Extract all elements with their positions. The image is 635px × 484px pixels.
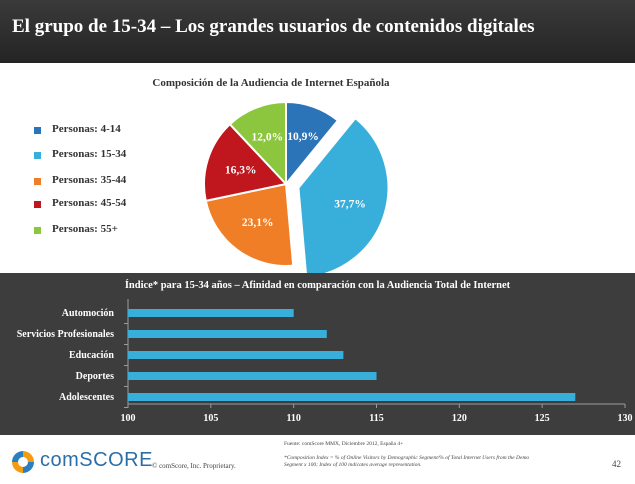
bar bbox=[128, 393, 576, 401]
page-title: El grupo de 15-34 – Los grandes usuarios… bbox=[12, 16, 535, 37]
copyright: © comScore, Inc. Proprietary. bbox=[152, 462, 236, 470]
bar bbox=[128, 372, 377, 380]
category-label: Deportes bbox=[76, 371, 114, 382]
category-label: Adolescentes bbox=[59, 392, 114, 403]
x-tick-label: 115 bbox=[369, 413, 383, 424]
pie-slice bbox=[228, 100, 287, 187]
pie-data-label: 12,0% bbox=[251, 132, 283, 144]
footer: comSCORE © comScore, Inc. Proprietary. F… bbox=[0, 435, 635, 484]
legend-label: Personas: 55+ bbox=[52, 223, 118, 235]
x-tick-label: 110 bbox=[286, 413, 300, 424]
bar-chart-panel: Índice* para 15-34 años – Afinidad en co… bbox=[0, 273, 635, 435]
legend-swatch bbox=[34, 201, 41, 208]
index-footnote: *Composition Index = % of Online Visitor… bbox=[284, 455, 530, 468]
category-label: Educación bbox=[69, 350, 114, 361]
pie-data-label: 37,7% bbox=[334, 199, 366, 211]
category-label: Automoción bbox=[62, 308, 115, 319]
pie-data-label: 23,1% bbox=[242, 217, 274, 229]
bar-chart-title: Índice* para 15-34 años – Afinidad en co… bbox=[124, 280, 511, 291]
legend-label: Personas: 35-44 bbox=[52, 174, 127, 186]
bar-chart: Automoción Servicios Profesionales Educaci… bbox=[17, 299, 633, 424]
legend-label: Personas: 4-14 bbox=[52, 123, 121, 135]
pie-slice bbox=[297, 116, 390, 273]
x-tick-label: 120 bbox=[452, 413, 467, 424]
comscore-logo: comSCORE bbox=[12, 449, 152, 473]
legend-swatch bbox=[34, 152, 41, 159]
legend-label: Personas: 15-34 bbox=[52, 148, 127, 160]
legend-item: Personas: 4-14 bbox=[34, 123, 194, 139]
legend-swatch bbox=[34, 227, 41, 234]
legend-swatch bbox=[34, 127, 41, 134]
pie-slice bbox=[204, 182, 295, 267]
x-tick-label: 130 bbox=[618, 413, 633, 424]
bar bbox=[128, 309, 294, 317]
pie-data-label: 16,3% bbox=[225, 165, 257, 177]
legend-item: Personas: 15-34 bbox=[34, 148, 194, 164]
x-tick-label: 125 bbox=[535, 413, 550, 424]
pie-data-label: 10,9% bbox=[287, 131, 319, 143]
x-tick-label: 105 bbox=[203, 413, 218, 424]
bar bbox=[128, 330, 327, 338]
legend-item: Personas: 35-44 bbox=[34, 174, 194, 190]
legend-item: Personas: 55+ bbox=[34, 223, 194, 239]
bar bbox=[128, 351, 344, 359]
source-note: Fuente: comScore MMX, Diciembre 2012, Es… bbox=[284, 441, 404, 447]
pie-slice bbox=[203, 122, 288, 203]
x-tick-label: 100 bbox=[121, 413, 136, 424]
page-number: 42 bbox=[612, 459, 621, 469]
pie-chart: 10,9% 37,7% 23,1% 16,3% 12,0% bbox=[203, 100, 390, 273]
category-label: Servicios Profesionales bbox=[17, 329, 114, 340]
legend-swatch bbox=[34, 178, 41, 185]
legend-item: Personas: 45-54 bbox=[34, 197, 194, 213]
title-bar: El grupo de 15-34 – Los grandes usuarios… bbox=[0, 0, 635, 63]
pie-chart-title: Composición de la Audiencia de Internet … bbox=[152, 77, 390, 89]
logo-text: comSCORE bbox=[40, 449, 153, 471]
legend-label: Personas: 45-54 bbox=[52, 197, 127, 209]
logo-mark-icon bbox=[12, 451, 34, 473]
